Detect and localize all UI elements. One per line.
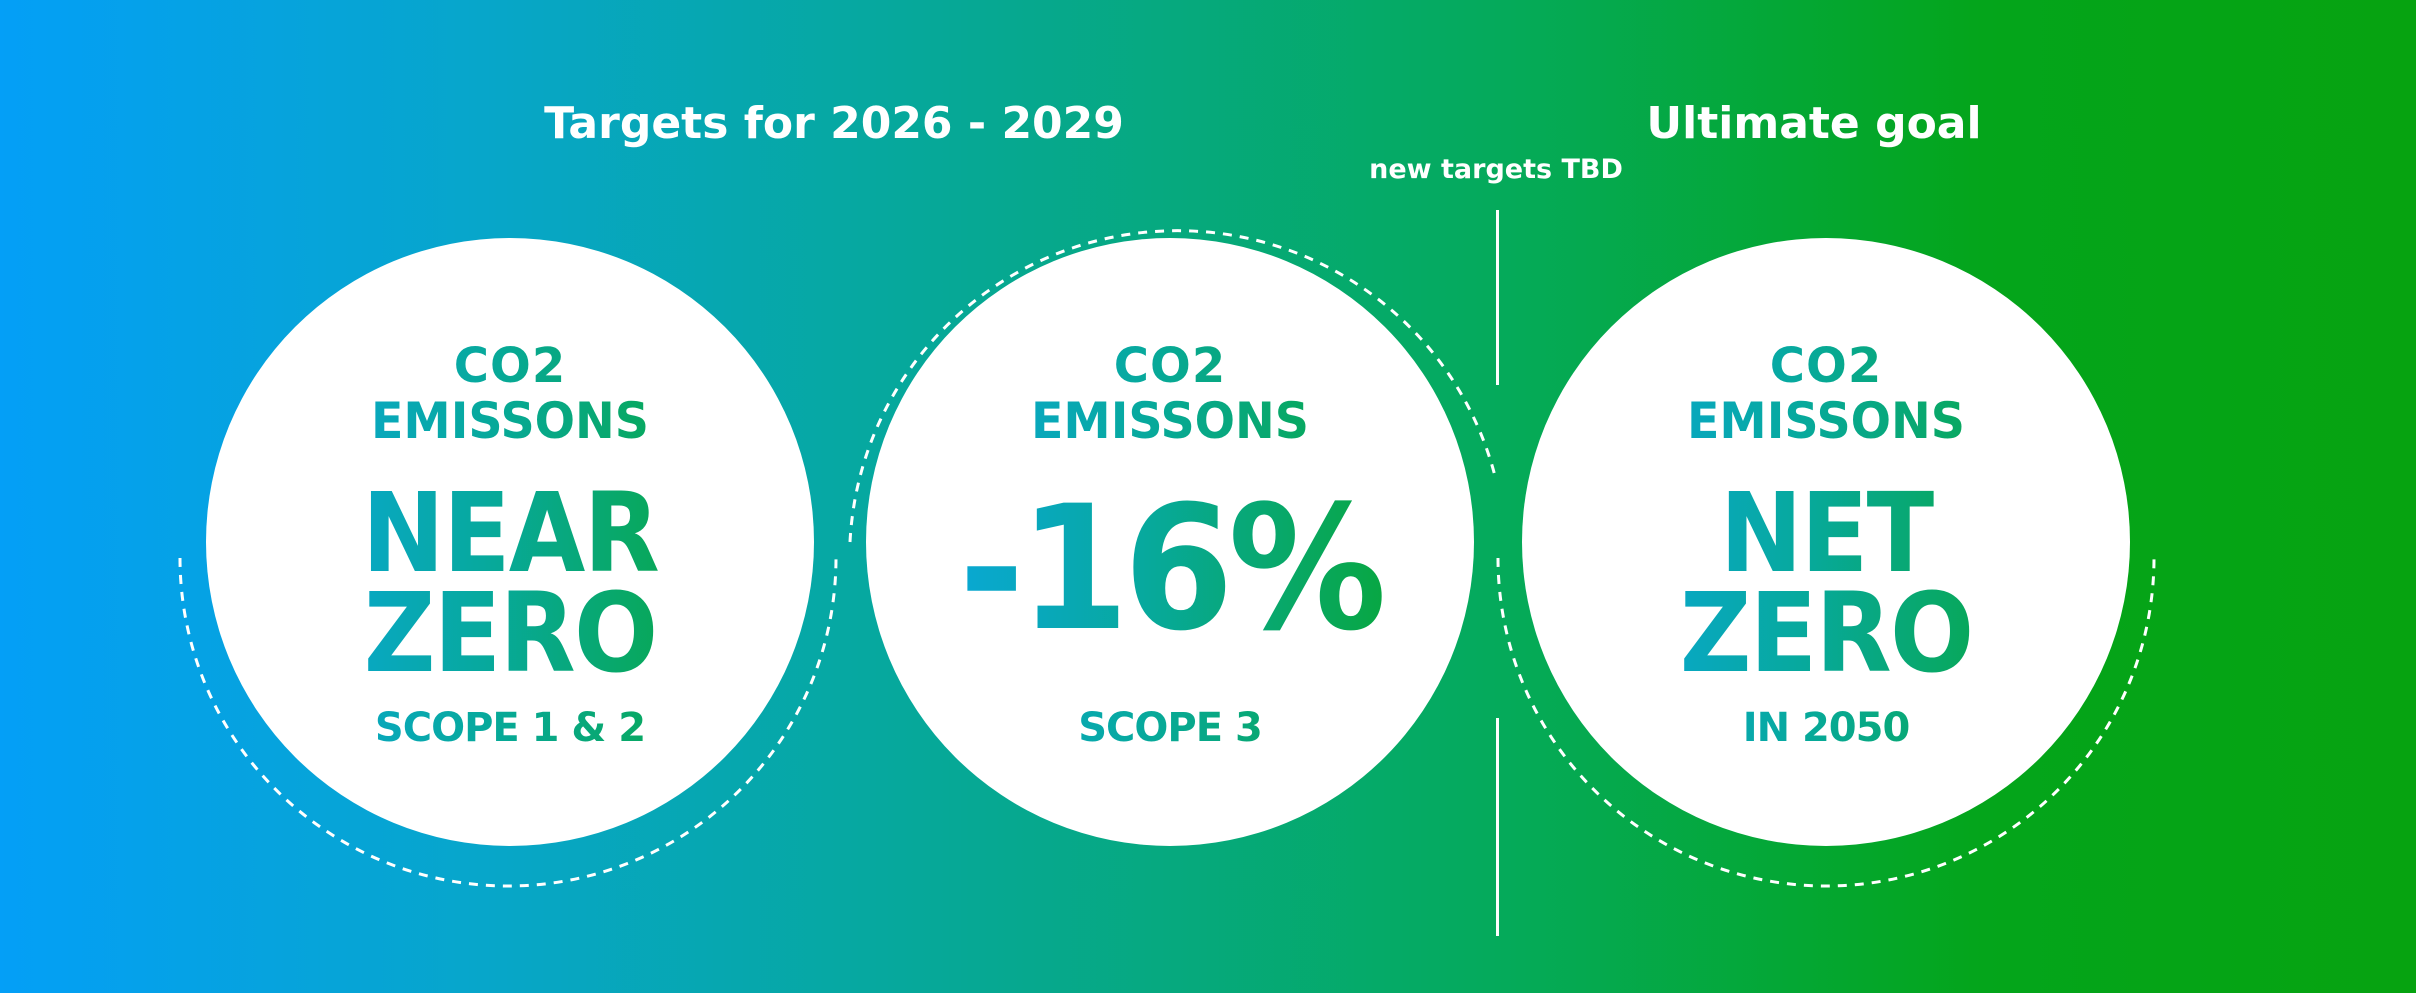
divider-line-top <box>1496 210 1499 385</box>
co2-label: CO2 <box>1522 342 2130 390</box>
new-targets-tbd-note: new targets TBD <box>1369 154 1623 185</box>
emissions-label: EMISSONS <box>221 396 799 446</box>
zero-label: ZERO <box>236 578 783 688</box>
co2-label: CO2 <box>866 342 1474 390</box>
emissions-label: EMISSONS <box>1537 396 2115 446</box>
co2-label: CO2 <box>206 342 814 390</box>
scope-label: SCOPE 1 & 2 <box>206 708 814 748</box>
zero-label: ZERO <box>1552 578 2099 688</box>
ultimate-goal-heading: Ultimate goal <box>1646 98 1982 149</box>
net-label: NET <box>1552 478 2099 588</box>
target-circle-scope-3: CO2 EMISSONS -16% SCOPE 3 <box>866 238 1474 846</box>
divider-line-bottom <box>1496 718 1499 936</box>
scope-label: SCOPE 3 <box>866 708 1474 748</box>
reduction-value: -16% <box>890 483 1449 655</box>
dashed-arc-middle <box>848 229 1498 543</box>
target-circle-scope-1-2: CO2 EMISSONS NEAR ZERO SCOPE 1 & 2 <box>206 238 814 846</box>
targets-heading: Targets for 2026 - 2029 <box>544 98 1124 149</box>
target-circle-net-zero: CO2 EMISSONS NET ZERO IN 2050 <box>1522 238 2130 846</box>
emissions-label: EMISSONS <box>881 396 1459 446</box>
near-label: NEAR <box>236 478 783 588</box>
dashed-arc-right <box>1496 557 2156 888</box>
dashed-arc-left <box>178 557 838 888</box>
year-label: IN 2050 <box>1522 708 2130 748</box>
